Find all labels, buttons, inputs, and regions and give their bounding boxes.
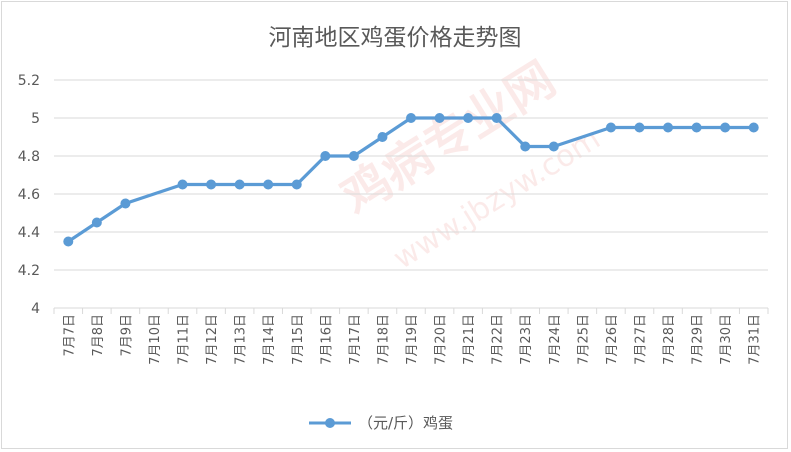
data-point [377,132,388,142]
watermark-main-text: 鸡病专业网 [332,51,565,226]
x-tick-label: 7月31日 [748,314,763,365]
data-point [491,113,502,123]
data-point [634,122,645,133]
chart-title: 河南地区鸡蛋价格走势图 [269,25,522,51]
y-axis-ticks: 4 4.2 4.4 4.6 4.8 5 5.2 [18,73,40,317]
x-tick-label: 7月18日 [376,314,391,365]
x-tick-label: 7月26日 [605,314,620,365]
series-layer [63,113,759,247]
data-point [263,179,274,190]
x-tick-label: 7月24日 [548,314,563,365]
x-tick-label: 7月13日 [234,314,249,365]
x-tick-label: 7月23日 [519,314,534,365]
y-tick-label: 5.2 [18,73,40,89]
x-tick-label: 7月16日 [319,314,334,365]
watermark: 鸡病专业网 www.jbzyw.com [332,51,607,276]
x-tick-label: 7月15日 [291,314,306,365]
data-point [291,179,302,190]
data-point [605,122,616,133]
data-point [748,122,759,133]
x-tick-label: 7月7日 [62,314,77,357]
x-axis-ticks: 7月7日 7月8日 7月9日 7月10日 7月11日 7月12日 7月13日 7月14日 7月1… [62,314,762,365]
data-point [234,179,245,190]
x-tick-label: 7月27日 [633,314,648,365]
x-tick-label: 7月20日 [434,314,449,365]
y-tick-label: 4.2 [18,263,40,279]
data-point [206,179,217,190]
x-tick-label: 7月29日 [691,314,706,365]
y-tick-label: 4.6 [18,187,40,203]
legend-marker-swatch [325,418,335,428]
x-tick-label: 7月21日 [462,314,477,365]
x-tick-label: 7月22日 [491,314,506,365]
data-point [691,122,702,133]
data-point [177,179,188,190]
x-tick-label: 7月25日 [576,314,591,365]
x-tick-label: 7月14日 [262,314,277,365]
x-tick-label: 7月17日 [348,314,363,365]
data-point [548,141,559,152]
data-point [348,151,359,161]
data-point [406,113,416,123]
x-tick-label: 7月10日 [148,314,163,365]
data-point [63,236,74,247]
data-point [320,151,331,161]
data-point [91,217,102,228]
y-tick-label: 4 [31,301,40,317]
data-point [720,122,731,133]
x-tick-label: 7月28日 [662,314,677,365]
y-tick-label: 4.4 [18,225,40,241]
data-point [663,122,674,133]
data-point [520,141,531,152]
y-tick-label: 5 [31,111,40,127]
data-point [463,113,474,123]
data-point [434,113,445,123]
x-tick-label: 7月19日 [405,314,420,365]
x-tick-label: 7月8日 [91,314,106,357]
legend: （元/斤）鸡蛋 [309,414,453,432]
x-tick-label: 7月12日 [205,314,220,365]
y-tick-label: 4.8 [18,149,40,165]
x-tick-label: 7月9日 [119,314,134,357]
legend-label: （元/斤）鸡蛋 [358,414,453,432]
data-point [120,198,131,209]
x-tick-label: 7月11日 [177,314,192,365]
x-tick-label: 7月30日 [719,314,734,365]
